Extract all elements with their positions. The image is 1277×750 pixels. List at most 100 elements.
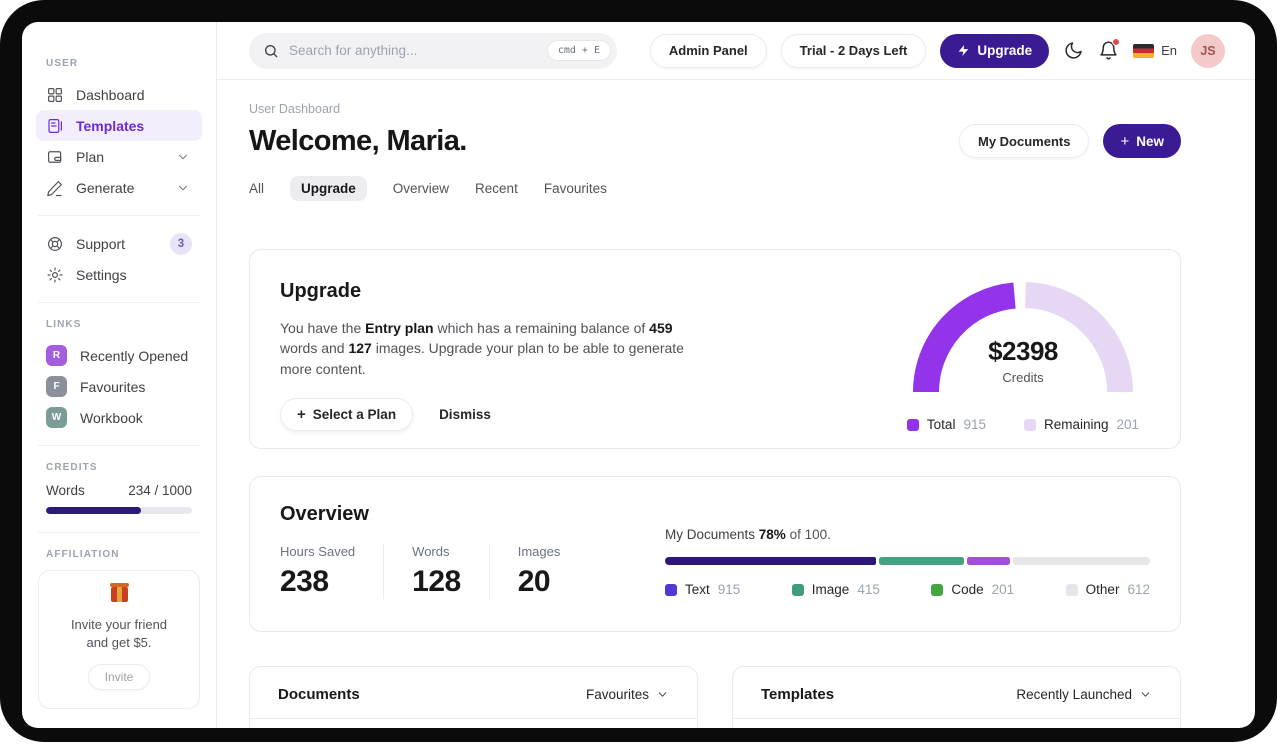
body-text: which has a remaining balance of [433,320,650,336]
sidebar-section-links: LINKS [46,319,82,330]
lightning-bolt-icon [958,45,969,56]
legend-label: Other [1085,582,1120,597]
language-label: En [1161,43,1177,58]
gauge-center: $2398 Credits [903,336,1143,385]
search-input[interactable] [279,43,547,58]
trial-status-button[interactable]: Trial - 2 Days Left [780,33,927,68]
credits-metric-value: 234 / 1000 [128,483,192,498]
search-bar[interactable]: cmd + E [249,32,617,69]
tab-bar: All Upgrade Overview Recent Favourites [249,176,1181,201]
legend-image: Image 415 [791,582,880,597]
legend-value: 415 [857,582,880,597]
new-button[interactable]: + New [1103,124,1181,158]
topbar-actions: Admin Panel Trial - 2 Days Left Upgrade … [649,33,1225,68]
admin-panel-button[interactable]: Admin Panel [649,33,767,68]
stats-row: Hours Saved 238 Words 128 Images 20 [280,544,560,599]
user-avatar[interactable]: JS [1191,33,1225,68]
title-row: Welcome, Maria. My Documents + New [249,124,1181,158]
plus-icon: + [1120,132,1130,150]
sidebar-link-favourites[interactable]: F Favourites [36,371,202,402]
chevron-down-icon [179,185,187,190]
overview-left: Overview Hours Saved 238 Words 128 [280,503,560,605]
sidebar-item-plan[interactable]: Plan [36,141,202,172]
templates-card: Templates Recently Launched Blog Post Ti… [732,666,1181,728]
pencil-icon [47,180,62,196]
legend-label: Text [685,582,710,597]
affiliation-text-line2: and get $5. [86,634,152,650]
tab-upgrade[interactable]: Upgrade [290,176,367,201]
tab-favourites[interactable]: Favourites [543,181,607,196]
upgrade-card-title: Upgrade [280,280,362,302]
theme-toggle-button[interactable] [1063,40,1084,61]
invite-button[interactable]: Invite [87,664,151,691]
legend-swatch [931,583,944,596]
affiliation-text: Invite your friend and get $5. [49,616,189,651]
new-button-label: New [1136,133,1164,149]
body-text: images. Upgrade your plan to be able to … [280,340,684,377]
title-actions: My Documents + New [959,124,1181,158]
gauge-caption: Credits [1002,370,1044,385]
grid-icon [48,87,62,102]
tab-overview[interactable]: Overview [392,181,450,196]
sidebar-item-support[interactable]: Support 3 [36,228,202,259]
sidebar-link-recently-opened[interactable]: R Recently Opened [36,340,202,371]
documents-progress-block: My Documents 78% of 100. Text 915 [665,527,1150,605]
legend-value: 915 [717,582,741,597]
language-selector[interactable]: En [1133,43,1177,58]
progress-suffix: of 100. [785,527,831,542]
my-documents-button[interactable]: My Documents [959,124,1090,158]
progress-percent: 78% [758,527,786,542]
bottom-cards-row: Documents Favourites Untitled Document i… [249,666,1181,728]
sidebar-item-settings[interactable]: Settings [36,259,202,290]
legend-text: Text 915 [665,582,740,597]
legend-label: Image [811,582,850,597]
legend-label: Code [951,582,984,597]
legend-swatch [665,583,677,596]
tab-all[interactable]: All [249,181,265,196]
search-icon [265,44,278,57]
sidebar-item-generate[interactable]: Generate [36,172,202,203]
link-initial-badge: R [46,345,67,366]
images-remaining: 127 [348,340,372,357]
legend-remaining: Remaining 201 [1023,417,1139,432]
plus-icon: + [297,406,306,424]
document-list-item[interactable]: Untitled Document in Workbook [250,719,697,728]
select-plan-button[interactable]: + Select a Plan [280,398,414,432]
stat-label: Hours Saved [280,544,356,559]
legend-total: Total 915 [906,417,986,432]
upgrade-button[interactable]: Upgrade [940,33,1050,68]
legend-label: Total [926,417,956,432]
half-donut-chart [913,282,1133,393]
legend-other: Other 612 [1065,582,1150,597]
notifications-button[interactable] [1098,38,1121,61]
dismiss-button[interactable]: Dismiss [439,407,491,423]
sidebar-item-label: Support [76,235,126,252]
sidebar-link-workbook[interactable]: W Workbook [36,402,202,433]
link-label: Favourites [80,378,146,395]
sidebar-item-templates[interactable]: Templates [36,110,202,141]
breadcrumb: User Dashboard [249,102,341,116]
upgrade-card-actions: + Select a Plan Dismiss [280,398,1150,432]
link-label: Workbook [80,409,143,426]
tab-recent[interactable]: Recent [475,181,518,196]
templates-filter-dropdown[interactable]: Recently Launched [1016,687,1152,702]
chevron-down-icon [179,154,187,159]
legend-value: 612 [1127,582,1150,597]
legend-value: 201 [991,582,1015,597]
template-list-item[interactable]: Blog Post Title in Workbook [733,719,1180,728]
affiliation-text-line1: Invite your friend [70,617,168,632]
documents-filter-dropdown[interactable]: Favourites [586,687,669,702]
sidebar-divider [38,445,200,446]
sidebar-item-dashboard[interactable]: Dashboard [36,79,202,110]
stat-divider [488,544,490,599]
sidebar-section-user: USER [46,58,79,69]
sidebar-section-credits: CREDITS [46,462,98,473]
support-count-badge: 3 [170,232,192,255]
main-area: cmd + E Admin Panel Trial - 2 Days Left … [217,22,1255,728]
upgrade-button-label: Upgrade [977,43,1033,58]
stat-value: 238 [280,565,329,598]
link-initial-badge: W [46,407,67,428]
stacked-progress-bar [665,557,1150,565]
gift-icon [109,583,129,602]
